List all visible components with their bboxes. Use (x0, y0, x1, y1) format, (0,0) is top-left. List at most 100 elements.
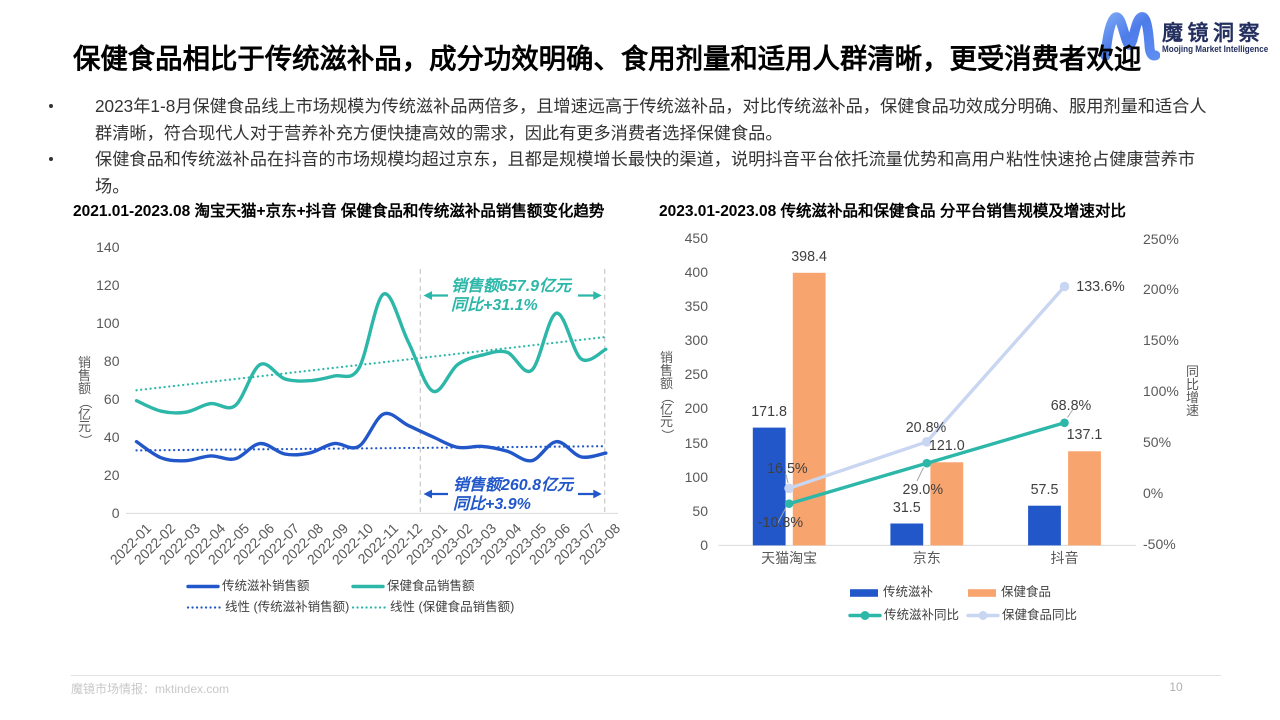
annotation-line: 销售额657.9亿元 (451, 278, 572, 295)
right-chart-right-tick: 100% (1143, 383, 1179, 400)
label-leader-line (916, 467, 924, 482)
right-legend-label: 保健食品同比 (1002, 607, 1078, 622)
trend-line-1 (135, 335, 607, 392)
growth-value-label: 20.8% (905, 419, 947, 436)
left-y-axis-title: 销售额（亿元） (77, 355, 93, 448)
annotation-healthfood-sales: 销售额657.9亿元 同比+31.1% (451, 277, 571, 315)
growth-marker-1-0 (784, 483, 794, 494)
annotation-line: 销售额260.8亿元 (453, 477, 574, 494)
bar-传统滋补-2 (1028, 505, 1061, 546)
right-chart-left-tick: 0 (700, 537, 708, 553)
left-chart-title: 2021.01-2023.08 淘宝天猫+京东+抖音 保健食品和传统滋补品销售额… (73, 203, 605, 220)
growth-value-label: 16.5% (767, 461, 808, 478)
bar-传统滋补-1 (890, 523, 924, 546)
right-legend-label: 保健食品 (1001, 585, 1052, 599)
left-y-tick: 120 (96, 276, 120, 293)
right-chart-left-tick: 150 (684, 434, 708, 451)
left-y-tick: 80 (103, 352, 120, 369)
bullet-line: 群清晰，符合现代人对于营养补充方便快捷高效的需求，因此有更多消费者选择保健食品。 (95, 122, 783, 143)
growth-value-label: -10.8% (757, 515, 804, 532)
right-chart-right-tick: 0% (1143, 484, 1164, 501)
growth-marker-1-2 (1059, 281, 1070, 292)
trend-line-0 (135, 445, 607, 452)
bullet-line: 2023年1-8月保健食品线上市场规模为传统滋补品两倍多，且增速远高于传统滋补品… (95, 96, 1207, 116)
right-chart-right-tick: 150% (1143, 332, 1179, 349)
right-chart-right-tick: 200% (1143, 281, 1179, 298)
slide-title: 保健食品相比于传统滋补品，成分功效明确、食用剂量和适用人群清晰，更受消费者欢迎 (73, 43, 1142, 74)
bullet-dot (49, 157, 53, 161)
left-y-tick: 0 (111, 505, 120, 521)
bar-保健食品-1 (930, 462, 964, 546)
left-legend-label: 保健食品销售额 (387, 578, 475, 593)
left-legend-label: 线性 (传统滋补销售额) (225, 599, 350, 614)
right-chart-category-label: 京东 (912, 549, 941, 566)
logo-subtitle: Moojing Market Intelligence (1162, 44, 1269, 54)
growth-marker-0-2 (1060, 418, 1069, 428)
left-y-tick: 140 (96, 238, 120, 255)
bar-传统滋补-0 (752, 427, 786, 546)
legend-swatch-bar (850, 589, 878, 597)
bar-保健食品-2 (1068, 451, 1101, 546)
right-chart-left-axis-title: 销售额（亿元） (659, 350, 675, 443)
right-chart-left-tick: 100 (684, 468, 708, 485)
right-chart-left-tick: 350 (684, 297, 708, 314)
left-legend-label: 线性 (保健食品销售额) (390, 599, 515, 614)
bullet-dot (49, 104, 53, 108)
right-chart-left-tick: 400 (684, 263, 708, 280)
legend-swatch-marker-dot (978, 611, 988, 620)
page-number: 10 (1169, 680, 1183, 694)
growth-value-label: 133.6% (1076, 278, 1125, 295)
annotation-tonic-sales: 销售额260.8亿元 同比+3.9% (453, 476, 573, 514)
bar-value-label: 137.1 (1066, 427, 1103, 444)
right-chart-right-tick: 50% (1143, 433, 1172, 450)
bar-value-label: 398.4 (791, 248, 827, 265)
annotation-line: 同比+31.1% (451, 297, 538, 314)
annotation-arrowhead-right (593, 489, 602, 499)
annotation-arrowhead-left (423, 489, 432, 499)
right-chart-right-tick: -50% (1143, 535, 1176, 552)
footer-source: 魔镜市场情报：mktindex.com (71, 682, 230, 696)
footer-divider (71, 675, 1221, 676)
right-chart-left-tick: 300 (684, 332, 708, 348)
bar-value-label: 121.0 (928, 438, 965, 455)
growth-value-label: 68.8% (1050, 397, 1092, 414)
series-curve-1 (134, 292, 608, 415)
right-chart-left-tick: 50 (692, 502, 708, 519)
logo (1100, 10, 1275, 65)
legend-swatch-marker-dot (860, 611, 870, 620)
annotation-arrowhead-left (423, 291, 432, 300)
growth-marker-0-1 (922, 458, 932, 468)
label-leader-line (785, 474, 789, 484)
left-legend-label: 传统滋补销售额 (222, 578, 310, 593)
growth-line-1 (787, 284, 1067, 490)
right-chart-category-label: 抖音 (1050, 549, 1079, 566)
bullet-item: 2023年1-8月保健食品线上市场规模为传统滋补品两倍多，且增速远高于传统滋补品… (95, 93, 1220, 146)
bar-value-label: 57.5 (1030, 481, 1059, 498)
annotation-line: 同比+3.9% (453, 496, 531, 513)
bullet-item: 保健食品和传统滋补品在抖音的市场规模均超过京东，且都是规模增长最快的渠道，说明抖… (95, 146, 1220, 199)
annotation-arrowhead-right (593, 291, 602, 300)
right-chart-right-tick: 250% (1143, 230, 1179, 247)
left-y-tick: 40 (103, 428, 120, 445)
bar-value-label: 171.8 (751, 403, 787, 420)
right-chart-left-tick: 200 (684, 400, 708, 417)
right-chart-right-axis-title: 同比增速 (1185, 364, 1199, 418)
label-leader-line (777, 508, 786, 524)
logo-m-icon (1100, 12, 1161, 61)
legend-swatch-bar (968, 589, 996, 597)
logo-brand: 魔镜洞察 (1162, 22, 1264, 45)
right-chart-left-tick: 450 (684, 229, 708, 246)
growth-marker-0-0 (784, 499, 794, 509)
left-y-tick: 60 (103, 390, 120, 407)
left-y-tick: 20 (103, 466, 120, 483)
right-chart-title: 2023.01-2023.08 传统滋补品和保健食品 分平台销售规模及增速对比 (659, 203, 1126, 220)
growth-marker-1-1 (922, 437, 932, 447)
right-chart-category-label: 天猫淘宝 (761, 549, 818, 566)
right-chart-left-tick: 250 (684, 366, 708, 383)
right-legend-label: 传统滋补 (883, 585, 934, 599)
right-legend-label: 传统滋补同比 (884, 607, 960, 622)
series-curve-0 (134, 411, 608, 463)
label-leader-line (1067, 409, 1073, 418)
